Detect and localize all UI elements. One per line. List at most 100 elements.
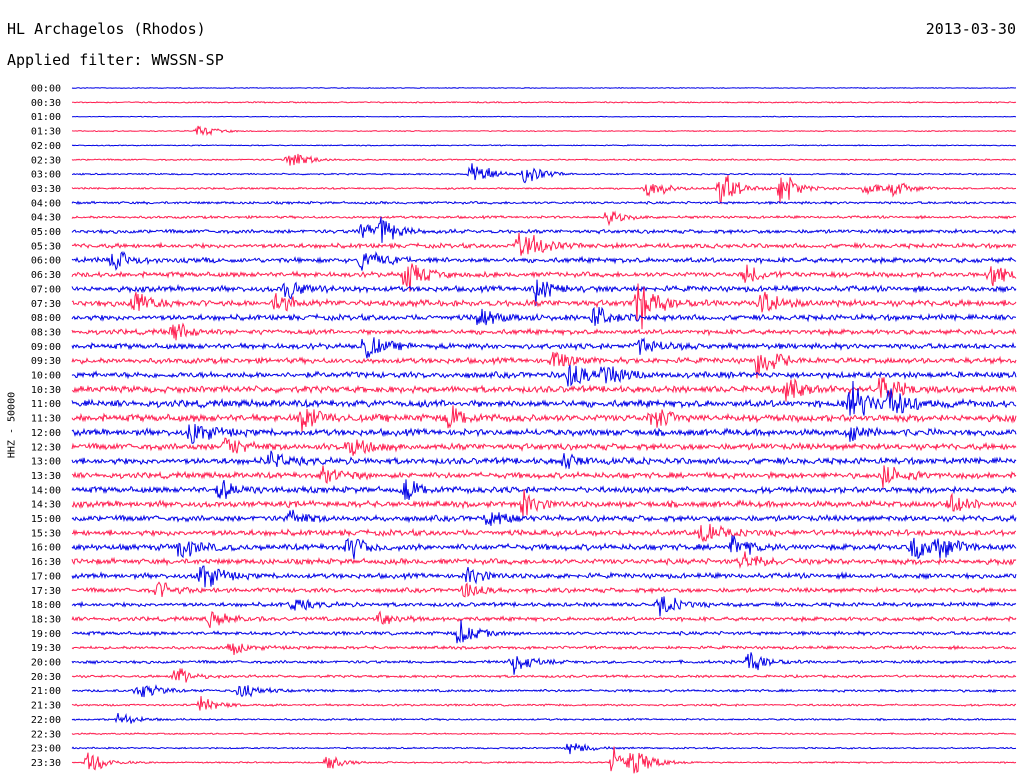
trace-row — [71, 377, 1017, 402]
trace-row — [71, 279, 1017, 306]
trace-row — [71, 437, 1017, 456]
trace-row — [71, 479, 1017, 500]
trace-row — [72, 163, 1017, 184]
date-label: 2013-03-30 — [925, 20, 1016, 38]
time-tick-label: 04:30 — [31, 213, 61, 224]
trace-row — [71, 322, 1017, 341]
time-tick-label: 20:00 — [31, 658, 61, 669]
time-tick-label: 23:30 — [31, 758, 61, 769]
trace-row — [71, 551, 1017, 569]
trace-row — [71, 210, 1017, 227]
time-tick-label: 12:00 — [31, 428, 61, 439]
trace-row — [71, 263, 1017, 292]
trace-row — [71, 351, 1017, 379]
trace-row — [71, 596, 1017, 617]
time-tick-label: 01:00 — [31, 112, 61, 123]
time-tick-label: 12:30 — [31, 442, 61, 453]
trace-row — [71, 696, 1016, 711]
time-tick-label: 01:30 — [31, 127, 61, 138]
time-tick-label: 08:30 — [31, 327, 61, 338]
time-tick-label: 22:30 — [31, 729, 61, 740]
trace-row — [71, 565, 1017, 588]
trace-row — [71, 232, 1017, 256]
trace-row — [71, 652, 1017, 675]
time-tick-label: 07:30 — [31, 299, 61, 310]
time-tick-label: 14:00 — [31, 485, 61, 496]
time-tick-label: 23:00 — [31, 744, 61, 755]
time-tick-label: 06:00 — [31, 256, 61, 267]
time-tick-label: 11:00 — [31, 399, 61, 410]
time-tick-label: 07:00 — [31, 284, 61, 295]
trace-row — [71, 746, 1017, 774]
filter-row: Applied filter: WWSSN-SP — [7, 51, 224, 69]
station-title: HL Archagelos (Rhodos) — [7, 20, 206, 38]
time-tick-label: 18:30 — [31, 614, 61, 625]
trace-row — [71, 465, 1017, 489]
trace-row — [71, 306, 1017, 326]
trace-row — [71, 581, 1017, 598]
trace-row — [71, 175, 1017, 205]
filter-label: Applied filter: — [7, 51, 143, 69]
time-tick-label: 21:00 — [31, 686, 61, 697]
time-tick-label: 17:00 — [31, 571, 61, 582]
trace-row — [71, 216, 1017, 243]
trace-row — [71, 450, 1017, 470]
time-tick-label: 05:30 — [31, 241, 61, 252]
time-tick-label: 18:00 — [31, 600, 61, 611]
time-tick-label: 02:30 — [31, 155, 61, 166]
trace-row — [71, 620, 1017, 644]
trace-row — [71, 523, 1017, 543]
time-tick-label: 03:30 — [31, 184, 61, 195]
time-tick-label: 15:00 — [31, 514, 61, 525]
time-tick-label: 19:00 — [31, 629, 61, 640]
trace-row — [71, 489, 1017, 517]
time-tick-label: 02:00 — [31, 141, 61, 152]
trace-row — [71, 283, 1017, 330]
trace-row — [71, 364, 1017, 387]
time-tick-label: 14:30 — [31, 500, 61, 511]
trace-row — [71, 668, 1017, 683]
time-tick-label: 04:00 — [31, 198, 61, 209]
trace-row — [71, 153, 1016, 166]
time-tick-label: 21:30 — [31, 701, 61, 712]
time-tick-label: 15:30 — [31, 528, 61, 539]
trace-row — [71, 509, 1017, 526]
time-tick-label: 16:30 — [31, 557, 61, 568]
trace-row — [71, 423, 1017, 444]
time-tick-label: 06:30 — [31, 270, 61, 281]
trace-row — [72, 115, 1017, 118]
trace-row — [71, 380, 1017, 416]
trace-row — [72, 100, 1017, 104]
time-tick-label: 03:00 — [31, 170, 61, 181]
time-tick-labels: 00:00 00:30 01:00 01:30 02:00 02:30 03:00 03:30… — [31, 84, 61, 769]
trace-row — [71, 144, 1016, 147]
time-tick-label: 11:30 — [31, 414, 61, 425]
trace-row — [71, 684, 1017, 698]
trace-row — [71, 732, 1017, 736]
time-tick-label: 05:00 — [31, 227, 61, 238]
time-tick-label: 09:30 — [31, 356, 61, 367]
time-tick-label: 13:30 — [31, 471, 61, 482]
time-tick-label: 17:30 — [31, 586, 61, 597]
time-tick-label: 00:00 — [31, 84, 61, 95]
trace-row — [71, 610, 1017, 628]
time-tick-label: 22:00 — [31, 715, 61, 726]
trace-row — [71, 337, 1017, 359]
trace-row — [71, 200, 1017, 206]
trace-row — [71, 535, 1017, 560]
time-tick-label: 16:00 — [31, 543, 61, 554]
time-tick-label: 10:30 — [31, 385, 61, 396]
trace-row — [71, 712, 1017, 724]
trace-row — [71, 86, 1017, 90]
time-tick-label: 20:30 — [31, 672, 61, 683]
trace-row — [71, 250, 1017, 271]
time-tick-label: 08:00 — [31, 313, 61, 324]
time-tick-label: 00:30 — [31, 98, 61, 109]
time-tick-label: 10:00 — [31, 371, 61, 382]
time-tick-label: 19:30 — [31, 643, 61, 654]
trace-row — [71, 405, 1017, 432]
trace-row — [71, 125, 1017, 136]
filter-value: WWSSN-SP — [151, 51, 224, 69]
time-tick-label: 13:00 — [31, 457, 61, 468]
